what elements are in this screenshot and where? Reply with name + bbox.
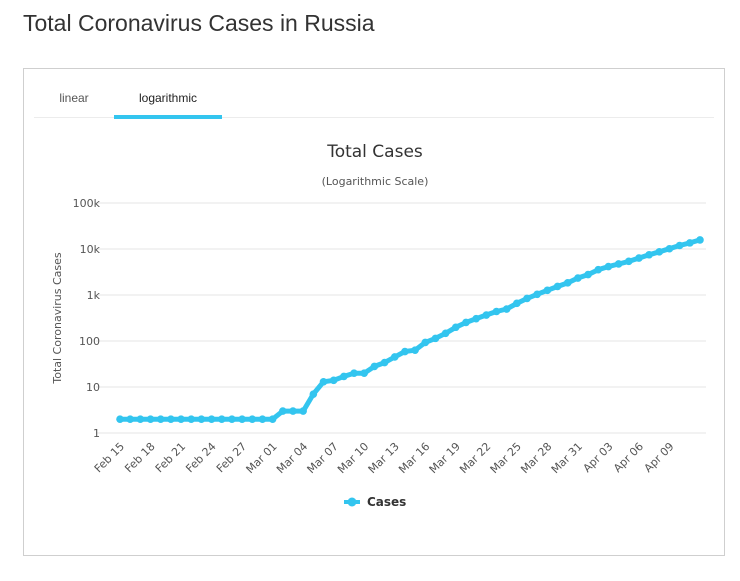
data-point: [309, 390, 318, 398]
data-point: [279, 407, 287, 415]
data-point: [289, 407, 297, 415]
data-point: [146, 415, 155, 423]
data-point: [665, 244, 674, 253]
data-point: [624, 257, 633, 266]
data-point: [217, 415, 226, 423]
x-tick-label: Feb 27: [214, 440, 249, 475]
x-tick-label: Feb 21: [153, 440, 188, 475]
data-point: [116, 415, 124, 423]
x-tick-label: Mar 28: [518, 440, 554, 476]
x-tick-label: Feb 18: [122, 440, 157, 475]
data-point: [451, 323, 460, 332]
data-point: [472, 314, 480, 323]
y-axis-label: Total Coronavirus Cases: [51, 252, 64, 385]
data-point: [696, 236, 704, 244]
data-point: [492, 307, 501, 316]
data-point: [126, 415, 134, 423]
data-point: [635, 254, 643, 262]
x-tick-label: Mar 31: [549, 440, 585, 476]
data-point: [258, 415, 267, 423]
data-point: [401, 347, 409, 356]
y-tick-label: 1k: [87, 289, 101, 302]
data-point: [502, 305, 511, 313]
chart-svg: Total Cases (Logarithmic Scale) 1 10 100 1k 10…: [51, 142, 706, 509]
y-tick-label: 1: [93, 427, 100, 440]
x-tick-label: Mar 10: [335, 440, 371, 476]
x-tick-label: Feb 15: [92, 440, 127, 475]
data-point: [360, 369, 369, 377]
data-point: [594, 265, 603, 274]
tab-logarithmic[interactable]: logarithmic: [114, 69, 222, 119]
legend-marker: [347, 497, 357, 507]
x-tick-label: Mar 16: [396, 440, 432, 476]
y-tick-label: 10k: [80, 243, 101, 256]
tab-logarithmic-label: logarithmic: [138, 91, 198, 105]
page-title: Total Coronavirus Cases in Russia: [23, 10, 375, 36]
x-tick-label: Mar 19: [427, 440, 463, 476]
data-point: [177, 415, 185, 423]
x-tick-label: Mar 07: [305, 440, 341, 476]
data-point: [370, 362, 379, 371]
data-point: [207, 415, 216, 423]
data-point: [228, 415, 236, 423]
data-point: [187, 415, 196, 423]
data-point: [268, 415, 277, 423]
data-point: [421, 338, 430, 347]
data-point: [431, 334, 440, 343]
data-point: [482, 311, 491, 319]
x-tick-label: Apr 09: [642, 440, 677, 475]
data-point: [614, 260, 623, 268]
data-point: [441, 329, 450, 338]
data-point: [299, 407, 307, 415]
chart-title: Total Cases: [326, 142, 423, 162]
x-tick-label: Mar 01: [244, 440, 280, 476]
data-point: [136, 415, 145, 423]
x-tick-label: Apr 03: [581, 440, 616, 475]
data-point: [462, 318, 470, 327]
data-point: [167, 415, 175, 423]
x-tick-label: Apr 06: [611, 440, 646, 475]
data-point: [533, 290, 541, 299]
data-point: [686, 239, 694, 247]
y-tick-label: 100: [79, 335, 100, 348]
x-tick-label: Feb 24: [183, 440, 218, 475]
data-point: [156, 415, 165, 423]
data-point: [604, 262, 613, 271]
data-point: [380, 358, 389, 367]
x-tick-label: Mar 04: [274, 440, 310, 476]
x-tick-label: Mar 25: [488, 440, 524, 476]
chart-card: Total Cases (Logarithmic Scale) 1 10 100 1k 10…: [23, 68, 725, 556]
active-tab-indicator: [114, 115, 222, 119]
data-point: [645, 250, 653, 259]
x-tick-label: Mar 13: [366, 440, 402, 476]
data-point: [197, 415, 206, 423]
data-point: [238, 415, 246, 423]
data-point: [543, 286, 552, 295]
data-point: [390, 353, 399, 361]
data-point: [340, 372, 348, 381]
data-point: [655, 248, 664, 256]
chart-subtitle: (Logarithmic Scale): [322, 175, 429, 188]
data-point: [574, 274, 582, 282]
tab-linear[interactable]: linear: [34, 69, 114, 117]
data-point: [563, 279, 572, 287]
x-tick-label: Mar 22: [457, 440, 493, 476]
tab-linear-label: linear: [59, 91, 89, 105]
data-point: [584, 270, 592, 279]
data-point: [411, 346, 419, 355]
y-tick-label: 10: [86, 381, 100, 394]
data-point: [513, 299, 521, 308]
scale-tabs: linear logarithmic: [34, 69, 714, 119]
data-point: [319, 377, 328, 386]
data-point: [248, 415, 257, 423]
data-point: [553, 282, 562, 291]
data-point: [329, 376, 338, 385]
series-line: [117, 237, 703, 422]
y-tick-label: 100k: [73, 197, 101, 210]
data-point: [523, 294, 531, 303]
data-point: [675, 241, 684, 250]
data-point: [350, 369, 358, 377]
legend-label: Cases: [367, 495, 406, 509]
